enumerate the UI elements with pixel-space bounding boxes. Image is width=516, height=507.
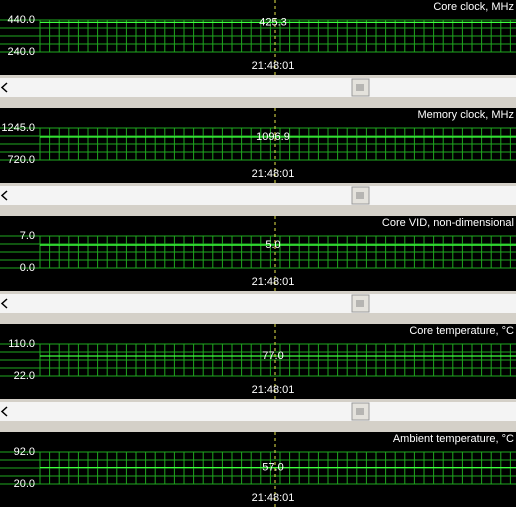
monitor-panel: Core temperature, °C 110.0 22.0 77.0 21:48:0…: [0, 324, 516, 421]
max-label: 440.0: [7, 14, 35, 26]
scrollbar[interactable]: [0, 294, 516, 313]
graph-area: [0, 216, 516, 291]
scrollbar[interactable]: [0, 186, 516, 205]
current-value: 77.0: [262, 350, 283, 362]
time-label: 21:48:01: [252, 384, 295, 396]
monitor-panel: Core VID, non-dimensional 7.0 0.0 5.0 21:48:…: [0, 216, 516, 313]
time-label: 21:48:01: [252, 276, 295, 288]
current-value: 1096.9: [256, 131, 290, 143]
graph-area: [0, 108, 516, 183]
time-label: 21:48:01: [252, 492, 295, 504]
max-label: 7.0: [20, 230, 35, 242]
monitor-panel: Memory clock, MHz 1245.0 720.0 1096.9 21:48:…: [0, 108, 516, 205]
monitor-panel: Ambient temperature, °C 92.0 20.0 57.0 21:48…: [0, 432, 516, 507]
panel-title: Core VID, non-dimensional: [382, 217, 514, 229]
current-value: 425.3: [259, 16, 287, 28]
monitor-panel: Core clock, MHz 440.0 240.0 425.3 21:48:01: [0, 0, 516, 97]
scrollbar[interactable]: [0, 402, 516, 421]
max-label: 1245.0: [1, 122, 35, 134]
max-label: 110.0: [8, 338, 35, 350]
time-label: 21:48:01: [252, 168, 295, 180]
scroll-left-arrow[interactable]: [0, 82, 8, 93]
min-label: 240.0: [7, 46, 35, 58]
panel-title: Ambient temperature, °C: [393, 433, 514, 445]
panel-title: Memory clock, MHz: [417, 109, 514, 121]
min-label: 20.0: [14, 478, 35, 490]
time-label: 21:48:01: [252, 60, 295, 72]
scroll-left-arrow[interactable]: [0, 298, 8, 309]
panel-title: Core clock, MHz: [433, 1, 514, 13]
min-label: 0.0: [20, 262, 35, 274]
max-label: 92.0: [14, 446, 35, 458]
graph-area: [0, 324, 516, 399]
panel-title: Core temperature, °C: [409, 325, 514, 337]
scroll-left-arrow[interactable]: [0, 406, 8, 417]
current-value: 57.0: [262, 461, 283, 473]
min-label: 22.0: [14, 370, 35, 382]
current-value: 5.0: [265, 239, 280, 251]
scrollbar[interactable]: [0, 78, 516, 97]
graph-area: [0, 0, 516, 75]
min-label: 720.0: [7, 154, 35, 166]
graph-area: [0, 432, 516, 507]
scroll-left-arrow[interactable]: [0, 190, 8, 201]
